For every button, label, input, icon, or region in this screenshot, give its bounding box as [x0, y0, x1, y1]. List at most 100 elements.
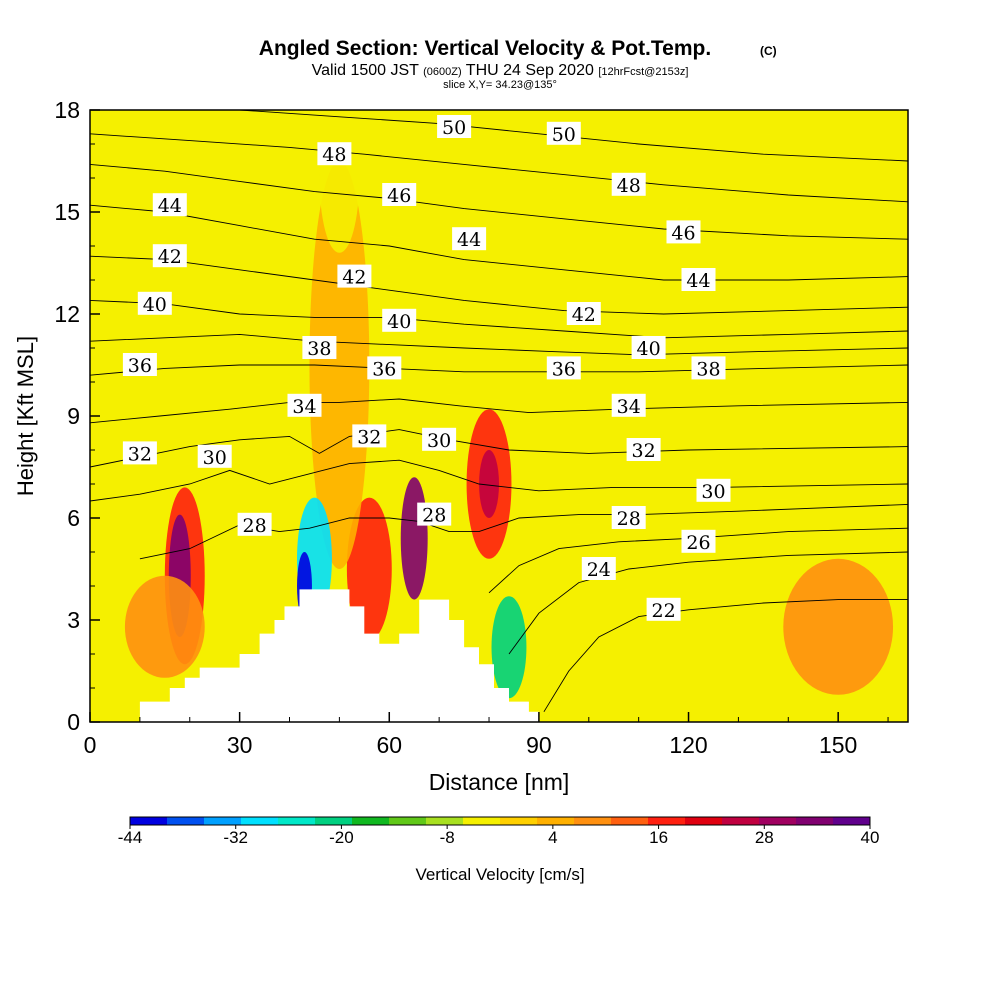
contour-label-33: 22 [646, 597, 681, 622]
colorbar-swatch [463, 817, 501, 825]
svg-text:40: 40 [637, 338, 661, 360]
svg-text:50: 50 [442, 117, 466, 139]
svg-text:30: 30 [203, 447, 227, 469]
colorbar-tick-label: -20 [329, 828, 354, 847]
x-tick-label: 90 [526, 732, 552, 758]
contour-label-7: 44 [452, 227, 487, 251]
colorbar-tick-label: 40 [861, 828, 880, 847]
contour-label-24: 32 [626, 438, 661, 462]
contour-label-32: 24 [581, 557, 616, 581]
velocity-cell-13 [503, 110, 554, 246]
y-tick-label: 9 [67, 403, 80, 429]
colorbar-swatch [722, 817, 760, 825]
contour-label-4: 46 [382, 183, 417, 207]
svg-text:32: 32 [357, 426, 381, 448]
velocity-cell-12 [319, 110, 360, 253]
terrain-silhouette [90, 589, 908, 722]
velocity-cell-7 [309, 161, 370, 569]
colorbar-tick-label: -44 [118, 828, 143, 847]
svg-text:48: 48 [617, 175, 641, 197]
velocity-cell-11 [491, 596, 527, 699]
svg-text:36: 36 [372, 358, 396, 380]
svg-text:32: 32 [632, 440, 656, 462]
svg-text:44: 44 [686, 270, 710, 292]
subtitle-run: [12hrFcst@2153z] [598, 66, 688, 78]
contour-label-17: 36 [122, 353, 157, 377]
colorbar-swatch [426, 817, 464, 825]
y-tick-label: 12 [54, 301, 80, 327]
contour-label-22: 32 [122, 441, 157, 465]
contour-label-10: 42 [337, 264, 372, 289]
svg-text:40: 40 [387, 311, 411, 333]
contour-label-30: 28 [611, 506, 646, 530]
colorbar-swatch [833, 817, 871, 825]
contour-label-13: 40 [382, 308, 417, 333]
colorbar-tick-label: -32 [223, 828, 248, 847]
colorbar-swatch [389, 817, 427, 825]
colorbar-tick-label: 4 [548, 828, 557, 847]
svg-text:24: 24 [587, 559, 611, 581]
theta-contour-32 [90, 429, 908, 468]
colorbar-swatch [315, 817, 353, 825]
x-tick-label: 120 [669, 732, 707, 758]
colorbar-label: Vertical Velocity [cm/s] [415, 865, 584, 884]
colorbar-swatch [796, 817, 834, 825]
x-tick-label: 0 [84, 732, 97, 758]
svg-text:36: 36 [552, 358, 576, 380]
svg-text:42: 42 [572, 304, 596, 326]
x-tick-label: 30 [227, 732, 253, 758]
svg-text:30: 30 [701, 481, 725, 503]
subtitle-utc: (0600Z) [423, 66, 462, 78]
svg-text:28: 28 [617, 508, 641, 530]
contour-label-27: 30 [696, 478, 731, 503]
theta-contour-44 [90, 204, 908, 281]
svg-text:44: 44 [457, 229, 481, 251]
svg-text:38: 38 [307, 338, 331, 360]
svg-text:42: 42 [342, 267, 366, 289]
theta-contour-38 [90, 333, 908, 356]
theta-contour-30 [90, 459, 908, 502]
velocity-cell-6 [124, 575, 205, 678]
svg-text:22: 22 [652, 600, 676, 622]
contour-label-28: 28 [237, 512, 272, 537]
svg-text:30: 30 [427, 430, 451, 452]
contour-label-31: 26 [681, 529, 716, 554]
contour-label-12: 40 [137, 291, 172, 316]
svg-text:46: 46 [387, 185, 411, 207]
svg-text:36: 36 [128, 355, 152, 377]
y-tick-label: 3 [67, 607, 80, 633]
svg-text:48: 48 [322, 144, 346, 166]
colorbar-swatch [648, 817, 686, 825]
contour-label-20: 34 [287, 393, 322, 418]
contour-label-8: 44 [681, 268, 716, 292]
y-tick-label: 6 [67, 505, 80, 531]
svg-text:50: 50 [552, 124, 576, 146]
slice-label: slice X,Y= 34.23@135° [443, 79, 557, 91]
y-tick-label: 15 [54, 199, 80, 225]
contour-label-2: 48 [317, 142, 352, 166]
colorbar-swatch [241, 817, 279, 825]
svg-text:46: 46 [671, 222, 695, 244]
colorbar-swatch [537, 817, 575, 825]
velocity-cell-2 [346, 497, 392, 641]
colorbar-tick-label: 16 [649, 828, 668, 847]
contour-label-0: 50 [437, 115, 472, 139]
contour-label-6: 44 [152, 193, 187, 217]
y-tick-label: 0 [67, 709, 80, 735]
contour-label-1: 50 [546, 121, 581, 146]
svg-text:34: 34 [617, 396, 641, 418]
contour-label-14: 40 [631, 336, 666, 360]
colorbar-tick-label: 28 [755, 828, 774, 847]
contour-label-26: 30 [422, 427, 457, 452]
chart-title-unit: (C) [760, 44, 777, 58]
svg-text:42: 42 [158, 246, 182, 268]
contour-label-5: 46 [666, 220, 701, 244]
colorbar-swatch [759, 817, 797, 825]
colorbar-swatch [352, 817, 390, 825]
colorbar-swatch [167, 817, 205, 825]
colorbar-swatch [278, 817, 316, 825]
velocity-cell-8 [783, 558, 894, 695]
svg-text:28: 28 [422, 505, 446, 527]
svg-text:32: 32 [128, 443, 152, 465]
